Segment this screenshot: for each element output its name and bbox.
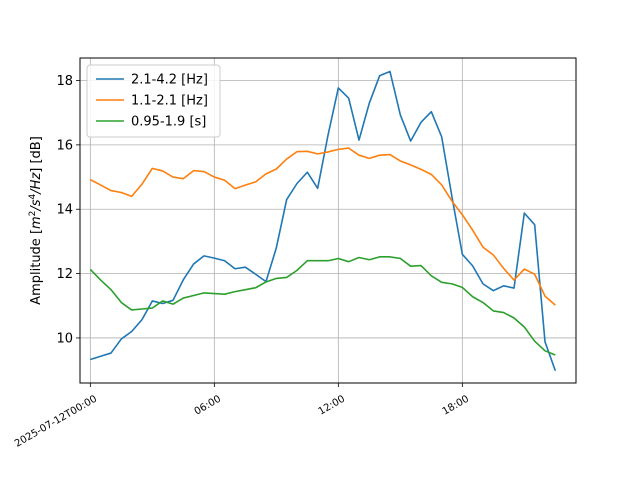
y-axis-label-suffix: ] [dB] xyxy=(29,136,44,173)
y-tick-label: 16 xyxy=(56,138,73,153)
legend-label: 2.1-4.2 [Hz] xyxy=(131,73,208,88)
legend-label: 1.1-2.1 [Hz] xyxy=(131,94,208,109)
y-tick-label: 14 xyxy=(56,203,73,218)
y-tick-label: 10 xyxy=(56,331,73,346)
y-tick-label: 18 xyxy=(56,74,73,89)
legend-label: 0.95-1.9 [s] xyxy=(131,115,206,130)
y-tick-label: 12 xyxy=(56,267,73,282)
y-axis-label-prefix: Amplitude [ xyxy=(29,229,44,305)
y-axis-label: Amplitude [m2/s4/Hz] [dB] xyxy=(28,136,44,305)
y-axis: 10 12 14 16 18 xyxy=(56,74,80,346)
legend-box xyxy=(86,64,221,138)
series-line-2 xyxy=(89,256,556,356)
plot-frame xyxy=(79,57,577,384)
y-axis-label-s: /s xyxy=(29,199,44,211)
series-group xyxy=(89,70,557,372)
y-axis-label-m-exp: 2 xyxy=(28,211,38,217)
y-axis-label-s-exp: 4 xyxy=(28,193,38,199)
legend: 2.1-4.2 [Hz] 1.1-2.1 [Hz] 0.95-1.9 [s] xyxy=(86,64,221,138)
y-axis-label-hz: /Hz xyxy=(29,172,44,195)
series-line-1 xyxy=(89,147,556,306)
y-axis-label-m: m xyxy=(29,216,44,229)
